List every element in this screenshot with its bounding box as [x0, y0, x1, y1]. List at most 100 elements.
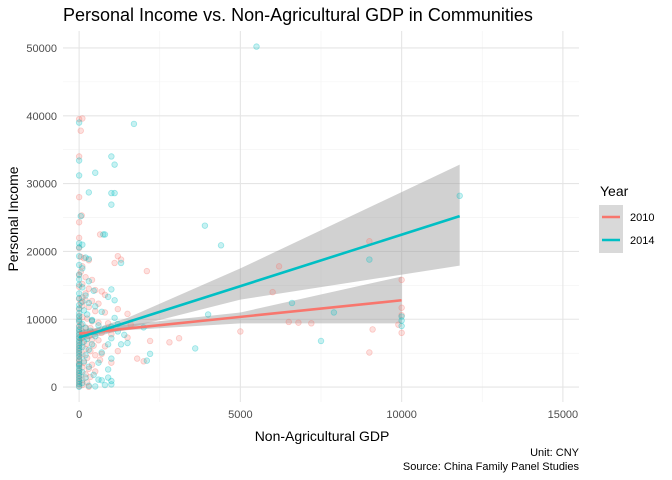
point-2010 [75, 382, 83, 390]
point-2010 [83, 379, 91, 386]
point-2010 [79, 381, 86, 389]
point-2010 [88, 336, 96, 343]
point-2014 [101, 381, 109, 389]
point-2014 [75, 362, 83, 369]
point-2010 [75, 362, 83, 370]
point-2010 [75, 366, 83, 374]
point-2014 [124, 339, 131, 347]
fit-line-2010 [78, 298, 402, 335]
point-2010 [82, 324, 89, 331]
chart-title: Personal Income vs. Non-Agricultural GDP… [63, 5, 533, 25]
legend-label-2014: 2014 [630, 235, 654, 247]
legend-label-2010: 2010 [630, 212, 654, 224]
confidence-band-2014 [79, 164, 460, 342]
point-2014 [75, 252, 83, 260]
caption-unit: Unit: CNY [530, 447, 580, 459]
x-axis-title: Non-Agricultural GDP [255, 428, 390, 444]
point-2010 [95, 300, 102, 307]
point-2010 [87, 373, 94, 381]
point-2010 [75, 338, 83, 345]
point-2010 [95, 319, 102, 326]
point-2010 [82, 297, 89, 304]
y-tick-label: 50000 [26, 43, 57, 55]
point-2014 [201, 222, 209, 229]
point-2010 [75, 347, 83, 354]
point-2010 [398, 276, 405, 284]
caption-source: Source: China Family Panel Studies [403, 461, 580, 473]
point-2014 [111, 297, 118, 304]
point-2014 [111, 189, 118, 197]
point-2014 [317, 337, 325, 345]
point-2010 [82, 370, 89, 378]
point-2010 [143, 267, 151, 275]
grid [63, 31, 579, 402]
point-2014 [111, 314, 118, 322]
point-2010 [75, 295, 83, 303]
point-2014 [95, 322, 102, 329]
point-2014 [108, 335, 115, 342]
point-2014 [79, 298, 86, 305]
point-2014 [75, 383, 83, 390]
point-2010 [77, 253, 84, 261]
x-tick-label: 10000 [386, 409, 417, 421]
point-2010 [77, 299, 84, 307]
point-2010 [398, 304, 405, 311]
point-2014 [130, 120, 138, 128]
point-2010 [295, 319, 302, 326]
point-2014 [108, 153, 115, 160]
point-2014 [75, 119, 83, 126]
point-2014 [92, 303, 99, 310]
data-points [75, 43, 463, 390]
point-2010 [75, 317, 83, 324]
y-axis-title: Personal Income [5, 166, 21, 271]
point-2010 [75, 115, 83, 123]
point-2014 [75, 305, 83, 312]
point-2010 [92, 286, 99, 294]
point-2010 [75, 219, 83, 226]
point-2014 [75, 347, 83, 355]
point-2014 [90, 371, 97, 379]
point-2010 [75, 322, 83, 330]
point-2010 [92, 352, 99, 359]
point-2010 [124, 334, 131, 341]
point-2010 [75, 312, 83, 320]
point-2010 [269, 288, 276, 296]
point-2010 [85, 285, 92, 292]
point-2010 [88, 318, 96, 325]
point-2014 [82, 374, 89, 381]
point-2014 [79, 284, 86, 291]
point-2014 [95, 376, 102, 383]
point-2014 [79, 379, 86, 387]
point-2010 [83, 315, 91, 322]
point-2014 [92, 169, 99, 176]
fit-lines [78, 214, 461, 339]
point-2014 [79, 241, 86, 248]
point-2014 [75, 370, 83, 377]
point-2010 [124, 310, 131, 318]
point-2014 [75, 345, 83, 352]
point-2010 [92, 368, 99, 375]
point-2014 [121, 331, 128, 339]
point-2014 [75, 381, 83, 388]
point-2010 [108, 359, 115, 366]
point-2010 [92, 307, 99, 315]
y-tick-label: 30000 [26, 179, 57, 191]
point-2010 [85, 365, 92, 372]
point-2014 [104, 341, 112, 348]
point-2014 [75, 353, 83, 360]
point-2010 [146, 337, 154, 345]
point-2014 [100, 231, 107, 238]
point-2014 [79, 320, 86, 328]
point-2014 [88, 316, 96, 324]
point-2014 [98, 308, 105, 315]
point-2014 [85, 382, 92, 389]
point-2014 [85, 278, 92, 285]
point-2010 [366, 349, 373, 356]
point-2014 [88, 341, 96, 348]
point-2014 [456, 192, 463, 200]
point-2010 [80, 359, 88, 366]
legend-key-background [599, 205, 623, 253]
point-2010 [85, 303, 92, 311]
point-2014 [330, 309, 338, 316]
